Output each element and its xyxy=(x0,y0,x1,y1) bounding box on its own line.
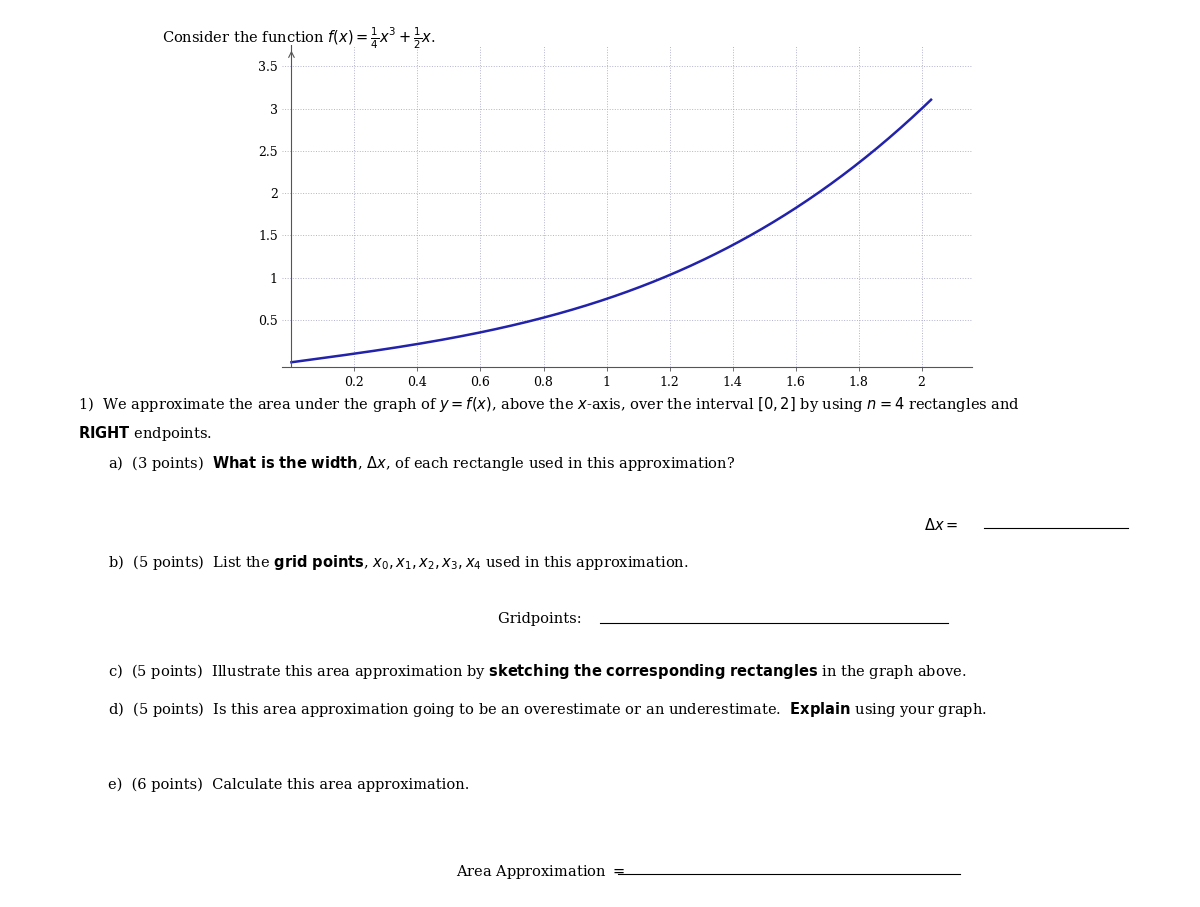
Text: e)  (6 points)  Calculate this area approximation.: e) (6 points) Calculate this area approx… xyxy=(108,777,469,792)
Text: b)  (5 points)  List the $\mathbf{grid\ points}$, $x_0, x_1, x_2, x_3, x_4$ used: b) (5 points) List the $\mathbf{grid\ po… xyxy=(108,553,689,572)
Text: Gridpoints:: Gridpoints: xyxy=(498,612,587,626)
Text: a)  (3 points)  $\mathbf{What\ is\ the\ width}$, $\Delta x$, of each rectangle u: a) (3 points) $\mathbf{What\ is\ the\ wi… xyxy=(108,454,736,473)
Text: c)  (5 points)  Illustrate this area approximation by $\mathbf{sketching\ the\ c: c) (5 points) Illustrate this area appro… xyxy=(108,662,966,681)
Text: d)  (5 points)  Is this area approximation going to be an overestimate or an und: d) (5 points) Is this area approximation… xyxy=(108,700,986,719)
Text: Consider the function $f(x) = \frac{1}{4}x^3 + \frac{1}{2}x$.: Consider the function $f(x) = \frac{1}{4… xyxy=(162,25,436,51)
Text: $\Delta x =$: $\Delta x =$ xyxy=(924,517,962,533)
Text: 1)  We approximate the area under the graph of $y = f(x)$, above the $x$-axis, o: 1) We approximate the area under the gra… xyxy=(78,395,1020,414)
Text: $\mathbf{RIGHT}$ endpoints.: $\mathbf{RIGHT}$ endpoints. xyxy=(78,424,212,444)
Text: Area Approximation $=$: Area Approximation $=$ xyxy=(456,863,630,882)
